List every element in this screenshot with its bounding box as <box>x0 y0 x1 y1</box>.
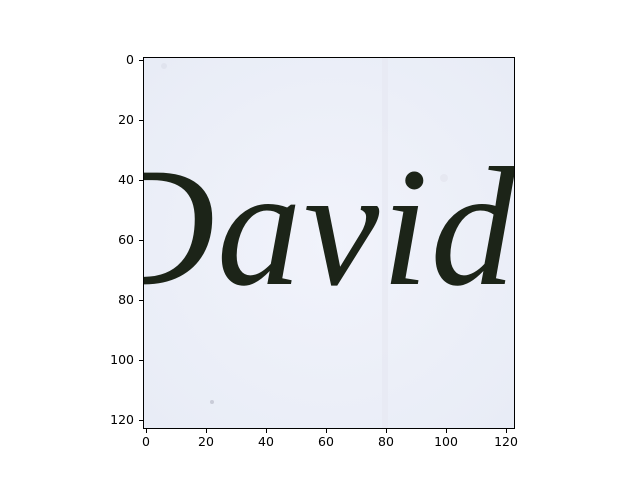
y-tick-label: 60 <box>118 232 134 247</box>
y-tick-label: 120 <box>110 412 134 427</box>
x-tick-label: 40 <box>258 434 274 449</box>
x-tick-label: 60 <box>318 434 334 449</box>
y-tick-label: 0 <box>126 52 134 67</box>
handwritten-word-image: David <box>144 58 514 428</box>
x-tick-label: 120 <box>494 434 518 449</box>
y-tick-label: 40 <box>118 172 134 187</box>
x-tick-label: 20 <box>198 434 214 449</box>
y-tick-label: 80 <box>118 292 134 307</box>
x-tick-label: 0 <box>142 434 150 449</box>
image-panel: David <box>144 58 514 428</box>
x-tick-label: 80 <box>378 434 394 449</box>
y-tick-label: 100 <box>110 352 134 367</box>
x-tick-label: 100 <box>434 434 458 449</box>
y-tick-label: 20 <box>118 112 134 127</box>
word-text: David <box>144 133 514 321</box>
